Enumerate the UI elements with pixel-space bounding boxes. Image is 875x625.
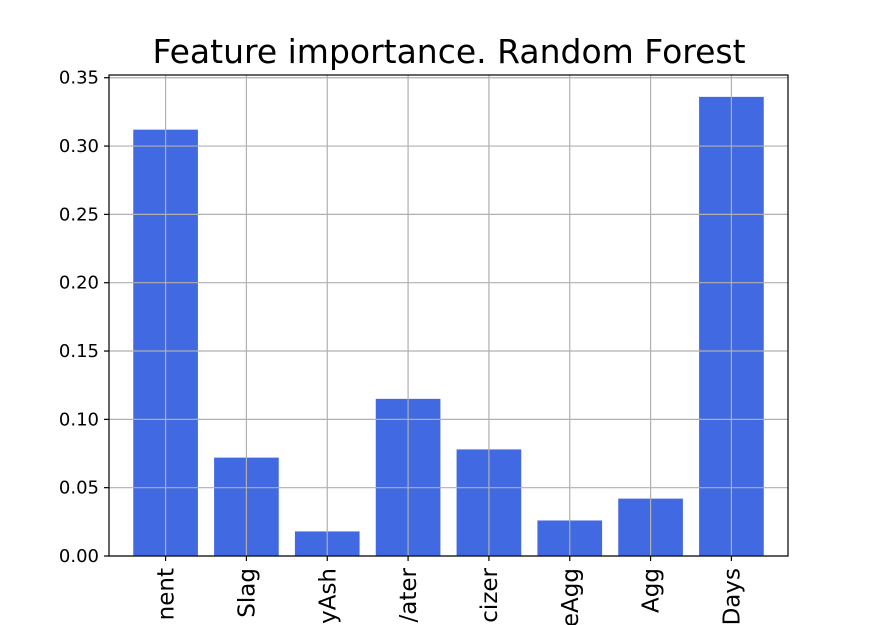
y-tick-label: 0.20: [59, 273, 99, 294]
y-tick-label: 0.15: [59, 341, 99, 362]
y-tick-label: 0.00: [59, 546, 99, 567]
chart-title: Feature importance. Random Forest: [152, 32, 745, 71]
y-tick-label: 0.05: [59, 478, 99, 499]
x-tick-label: nent: [154, 568, 180, 620]
y-axis-ticks: 0.00 0.05 0.10 0.15 0.20 0.25 0.30 0.35: [59, 68, 109, 567]
x-tick-label: Agg: [639, 568, 665, 613]
plot-frame: [108, 74, 789, 557]
x-tick-label: /ater: [396, 567, 422, 622]
axes: [108, 74, 789, 557]
grid-lines: [109, 75, 788, 557]
y-tick-label: 0.30: [59, 136, 99, 157]
x-tick-label: cizer: [477, 567, 503, 622]
x-axis-ticks: nent Slag yAsh/ater cizer eAgg Agg Days: [154, 556, 745, 625]
x-tick-label: Slag: [234, 568, 260, 618]
y-tick-label: 0.25: [59, 204, 99, 225]
x-tick-label: yAsh: [315, 568, 341, 624]
y-tick-label: 0.35: [59, 68, 99, 89]
x-tick-label: Days: [719, 568, 745, 625]
y-tick-label: 0.10: [59, 409, 99, 430]
x-tick-label: eAgg: [558, 568, 584, 625]
